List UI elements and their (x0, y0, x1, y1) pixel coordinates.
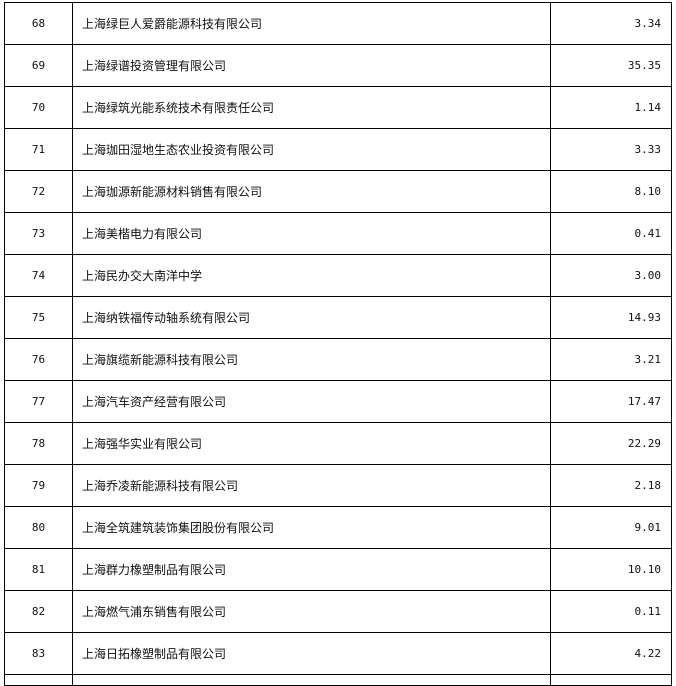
row-value: 2.18 (550, 464, 672, 507)
empty-cell (4, 674, 73, 686)
table-row: 80 上海全筑建筑装饰集团股份有限公司 9.01 (4, 506, 672, 549)
row-number: 83 (4, 632, 73, 675)
company-name: 上海民办交大南洋中学 (72, 254, 551, 297)
table-row: 78 上海强华实业有限公司 22.29 (4, 422, 672, 465)
row-value: 35.35 (550, 44, 672, 87)
company-name: 上海绿谱投资管理有限公司 (72, 44, 551, 87)
table-row: 72 上海珈源新能源材料销售有限公司 8.10 (4, 170, 672, 213)
table-row: 74 上海民办交大南洋中学 3.00 (4, 254, 672, 297)
row-value: 0.41 (550, 212, 672, 255)
company-name: 上海全筑建筑装饰集团股份有限公司 (72, 506, 551, 549)
table-row: 76 上海旗缆新能源科技有限公司 3.21 (4, 338, 672, 381)
row-value: 3.33 (550, 128, 672, 171)
company-table: 68 上海绿巨人爱爵能源科技有限公司 3.34 69 上海绿谱投资管理有限公司 35.35… (4, 2, 672, 686)
row-value: 3.34 (550, 2, 672, 45)
company-name: 上海珈源新能源材料销售有限公司 (72, 170, 551, 213)
table-row: 77 上海汽车资产经营有限公司 17.47 (4, 380, 672, 423)
row-number: 77 (4, 380, 73, 423)
row-value: 8.10 (550, 170, 672, 213)
row-number: 81 (4, 548, 73, 591)
row-number: 78 (4, 422, 73, 465)
row-value: 3.00 (550, 254, 672, 297)
table-body: 68 上海绿巨人爱爵能源科技有限公司 3.34 69 上海绿谱投资管理有限公司 35.35… (4, 2, 672, 686)
row-value: 22.29 (550, 422, 672, 465)
row-number: 69 (4, 44, 73, 87)
company-name: 上海燃气浦东销售有限公司 (72, 590, 551, 633)
company-name: 上海珈田湿地生态农业投资有限公司 (72, 128, 551, 171)
table-row: 81 上海群力橡塑制品有限公司 10.10 (4, 548, 672, 591)
row-value: 10.10 (550, 548, 672, 591)
table-row: 71 上海珈田湿地生态农业投资有限公司 3.33 (4, 128, 672, 171)
table-row: 82 上海燃气浦东销售有限公司 0.11 (4, 590, 672, 633)
company-name: 上海汽车资产经营有限公司 (72, 380, 551, 423)
row-number: 68 (4, 2, 73, 45)
company-name: 上海强华实业有限公司 (72, 422, 551, 465)
row-number: 79 (4, 464, 73, 507)
row-number: 71 (4, 128, 73, 171)
row-value: 17.47 (550, 380, 672, 423)
company-name: 上海绿巨人爱爵能源科技有限公司 (72, 2, 551, 45)
row-value: 9.01 (550, 506, 672, 549)
row-value: 3.21 (550, 338, 672, 381)
row-value: 0.11 (550, 590, 672, 633)
empty-cell (72, 674, 551, 686)
row-number: 76 (4, 338, 73, 381)
row-number: 72 (4, 170, 73, 213)
row-number: 75 (4, 296, 73, 339)
row-number: 80 (4, 506, 73, 549)
table-row: 75 上海纳铁福传动轴系统有限公司 14.93 (4, 296, 672, 339)
company-name: 上海群力橡塑制品有限公司 (72, 548, 551, 591)
table-row: 70 上海绿筑光能系统技术有限责任公司 1.14 (4, 86, 672, 129)
table-row: 69 上海绿谱投资管理有限公司 35.35 (4, 44, 672, 87)
row-number: 73 (4, 212, 73, 255)
row-number: 70 (4, 86, 73, 129)
table-row: 83 上海日拓橡塑制品有限公司 4.22 (4, 632, 672, 675)
table-row-partial (4, 674, 672, 686)
row-number: 74 (4, 254, 73, 297)
row-value: 14.93 (550, 296, 672, 339)
row-value: 1.14 (550, 86, 672, 129)
company-name: 上海旗缆新能源科技有限公司 (72, 338, 551, 381)
table-row: 79 上海乔凌新能源科技有限公司 2.18 (4, 464, 672, 507)
row-value: 4.22 (550, 632, 672, 675)
row-number: 82 (4, 590, 73, 633)
company-name: 上海美楷电力有限公司 (72, 212, 551, 255)
empty-cell (550, 674, 672, 686)
table-row: 68 上海绿巨人爱爵能源科技有限公司 3.34 (4, 2, 672, 45)
table-row: 73 上海美楷电力有限公司 0.41 (4, 212, 672, 255)
company-name: 上海乔凌新能源科技有限公司 (72, 464, 551, 507)
company-name: 上海绿筑光能系统技术有限责任公司 (72, 86, 551, 129)
company-name: 上海日拓橡塑制品有限公司 (72, 632, 551, 675)
company-name: 上海纳铁福传动轴系统有限公司 (72, 296, 551, 339)
